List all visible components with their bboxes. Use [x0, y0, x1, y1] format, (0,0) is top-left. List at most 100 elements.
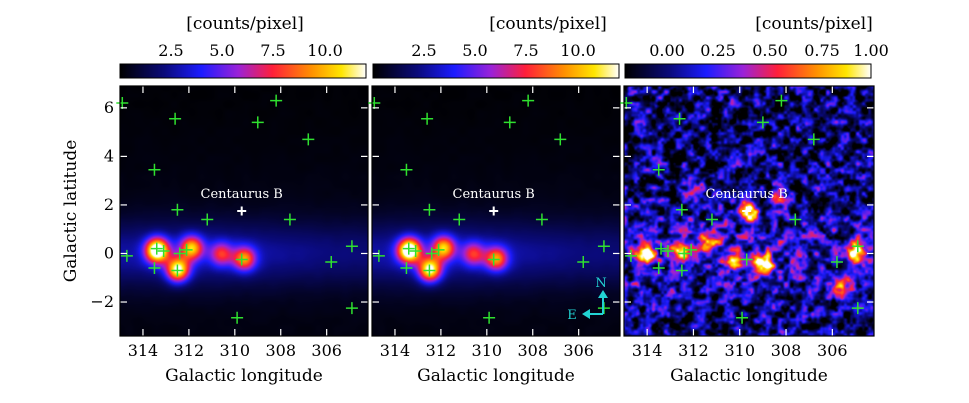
source-marker	[157, 245, 170, 258]
x-tick-label: 306	[817, 341, 848, 360]
compass-north-arrowhead	[598, 290, 608, 298]
x-tick-label: 314	[632, 341, 663, 360]
colorbar-tick-label: 0.25	[700, 41, 736, 60]
x-tick-label: 308	[517, 341, 548, 360]
x-tick-label: 308	[771, 341, 802, 360]
panel-counts: [counts/pixel] 2.5 5.0 7.5 10.0 Centauru…	[116, 14, 369, 337]
x-tick-label: 308	[265, 341, 296, 360]
source-marker	[483, 311, 496, 324]
colorbar	[372, 63, 620, 79]
x-tick-label: 310	[472, 341, 503, 360]
colorbar-label: [counts/pixel]	[755, 14, 873, 34]
source-marker	[522, 94, 535, 107]
colorbar-tick-label: 0.50	[752, 41, 788, 60]
colorbar-ticks: 0.00 0.25 0.50 0.75 1.00	[649, 41, 889, 60]
compass-north-label: N	[595, 276, 606, 291]
source-marker	[372, 249, 385, 262]
colorbar-tick-label: 7.5	[260, 41, 285, 60]
colorbar	[624, 63, 872, 79]
colorbar-tick-label: 0.00	[649, 41, 685, 60]
source-marker	[807, 133, 820, 146]
source-marker	[830, 255, 843, 268]
source-marker	[685, 243, 698, 256]
x-tick-label: 306	[563, 341, 594, 360]
source-marker	[400, 262, 413, 275]
source-marker	[775, 94, 788, 107]
x-tick-label: 312	[426, 341, 457, 360]
source-marker	[597, 240, 610, 253]
source-marker	[171, 203, 184, 216]
source-marker	[231, 311, 244, 324]
source-marker	[675, 203, 688, 216]
target-marker	[237, 206, 247, 216]
source-marker	[851, 302, 864, 315]
source-marker	[345, 240, 358, 253]
source-marker	[270, 94, 283, 107]
colorbar-tick-label: 7.5	[513, 41, 538, 60]
y-tick-label: 0	[104, 243, 114, 262]
y-axis: Galactic latitude −2 0 2 4 6	[61, 98, 114, 311]
source-marker	[180, 243, 193, 256]
source-marker	[201, 213, 214, 226]
source-marker	[789, 213, 802, 226]
colorbar-tick-label: 10.0	[560, 41, 596, 60]
source-marker	[423, 203, 436, 216]
source-marker	[150, 242, 163, 255]
source-marker	[302, 133, 315, 146]
target-label: Centaurus B	[201, 187, 283, 202]
target-marker	[489, 206, 499, 216]
source-marker	[283, 213, 296, 226]
source-marker	[652, 262, 665, 275]
y-tick-label: 6	[104, 98, 114, 117]
x-axis-label: Galactic longitude	[165, 366, 323, 386]
x-tick-label: 312	[174, 341, 205, 360]
x-tick-label: 312	[678, 341, 709, 360]
colorbar-tick-label: 1.00	[853, 41, 889, 60]
panel-residual: [counts/pixel] 0.00 0.25 0.50 0.75 1.00 …	[620, 14, 889, 337]
source-marker	[624, 249, 637, 262]
x-axis-label: Galactic longitude	[670, 366, 828, 386]
source-marker	[655, 242, 668, 255]
source-marker	[173, 247, 186, 260]
source-marker	[673, 112, 686, 125]
source-marker	[736, 311, 749, 324]
source-marker	[554, 133, 567, 146]
compass-east-arrowhead	[582, 309, 590, 319]
plot-frame	[119, 85, 369, 337]
overlay-markers: Centaurus B	[116, 86, 368, 336]
source-marker	[503, 116, 516, 129]
colorbar-tick-label: 10.0	[307, 41, 343, 60]
y-tick-label: 2	[104, 195, 114, 214]
source-marker	[421, 112, 434, 125]
x-tick-label: 306	[311, 341, 342, 360]
target-label: Centaurus B	[706, 187, 788, 202]
source-marker	[851, 240, 864, 253]
source-marker	[325, 255, 338, 268]
source-marker	[148, 163, 161, 176]
x-tick-label: 310	[220, 341, 251, 360]
source-marker	[345, 302, 358, 315]
y-axis-label: Galactic latitude	[61, 140, 81, 283]
source-marker	[678, 247, 691, 260]
source-marker	[652, 163, 665, 176]
source-marker	[620, 96, 633, 109]
source-marker	[675, 264, 688, 277]
colorbar-ticks: 2.5 5.0 7.5 10.0	[158, 41, 343, 60]
colorbar-tick-label: 5.0	[462, 41, 487, 60]
target-marker	[742, 206, 752, 216]
source-marker	[368, 96, 381, 109]
colorbar-ticks: 2.5 5.0 7.5 10.0	[411, 41, 596, 60]
plot-frame	[371, 85, 621, 337]
source-marker	[402, 242, 415, 255]
source-marker	[453, 213, 466, 226]
x-axes: Galactic longitude Galactic longitude Ga…	[128, 341, 848, 386]
source-marker	[251, 116, 264, 129]
source-marker	[423, 264, 436, 277]
colorbar-tick-label: 2.5	[411, 41, 436, 60]
y-tick-label: −2	[90, 292, 114, 311]
source-marker	[487, 253, 500, 266]
source-marker	[148, 262, 161, 275]
x-tick-labels: 314 312 310 308 306 314 312 310 308 306 314 312 310 3…	[128, 341, 848, 360]
x-axis-label: Galactic longitude	[417, 366, 575, 386]
